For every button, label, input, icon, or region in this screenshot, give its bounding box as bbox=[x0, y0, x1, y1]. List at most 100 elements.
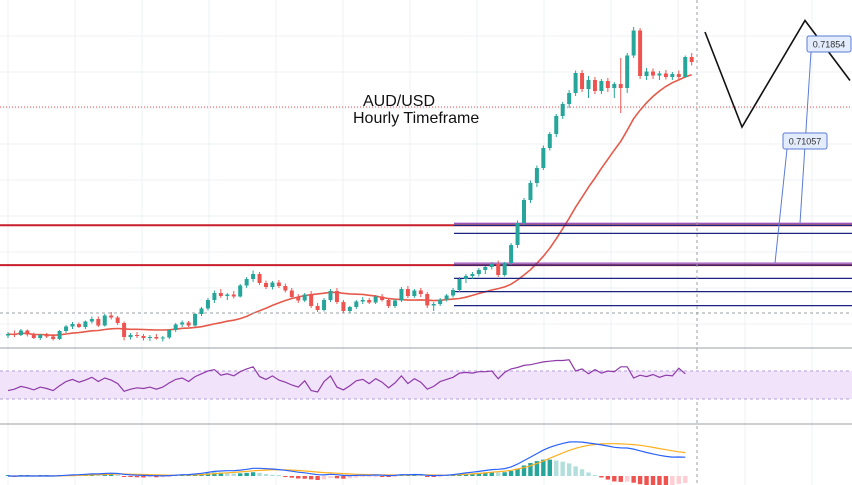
candle bbox=[6, 332, 10, 338]
macd-histogram-bar bbox=[521, 465, 527, 476]
macd-histogram-bar bbox=[579, 469, 585, 476]
candle-body bbox=[70, 324, 75, 327]
candle-body bbox=[451, 290, 456, 296]
candle-body bbox=[276, 282, 281, 286]
candle bbox=[483, 266, 488, 274]
candle bbox=[444, 294, 449, 302]
candle bbox=[670, 72, 675, 80]
candle-body bbox=[244, 279, 249, 286]
candle-body bbox=[328, 291, 333, 300]
candle bbox=[554, 114, 559, 137]
candle-body bbox=[347, 307, 352, 311]
candle bbox=[592, 77, 597, 94]
candle bbox=[405, 286, 410, 298]
candle bbox=[683, 55, 688, 78]
macd-histogram-bar bbox=[560, 461, 565, 476]
candle-body bbox=[341, 302, 346, 311]
candle-body bbox=[212, 293, 217, 300]
candle bbox=[141, 334, 146, 341]
candle-body bbox=[509, 245, 514, 263]
candle-body bbox=[154, 337, 159, 339]
moving-average-line bbox=[7, 74, 692, 337]
candle-body bbox=[676, 74, 681, 77]
candle bbox=[573, 70, 578, 96]
candle-body bbox=[128, 335, 133, 337]
candle bbox=[534, 165, 539, 187]
candle bbox=[502, 262, 507, 277]
candle-body bbox=[425, 294, 430, 306]
candle bbox=[309, 291, 314, 308]
candle bbox=[173, 323, 178, 332]
macd-histogram-bar bbox=[154, 476, 159, 478]
price-label-box bbox=[806, 35, 852, 53]
candle bbox=[270, 281, 275, 290]
candle bbox=[509, 243, 514, 265]
candle bbox=[315, 303, 320, 312]
macd-histogram-bar bbox=[541, 459, 546, 476]
candle-body bbox=[618, 84, 623, 88]
candle-body bbox=[489, 264, 494, 267]
macd-line bbox=[7, 441, 686, 477]
candle bbox=[638, 28, 643, 79]
candle-body bbox=[186, 322, 191, 326]
candle-body bbox=[599, 81, 604, 91]
candle bbox=[334, 288, 339, 304]
candle-body bbox=[663, 73, 668, 77]
macd-histogram-bar bbox=[528, 462, 533, 476]
candle-body bbox=[399, 289, 404, 301]
macd-histogram-bar bbox=[128, 476, 133, 478]
candle-body bbox=[251, 274, 256, 279]
candle-body bbox=[283, 286, 288, 291]
candle-body bbox=[315, 306, 320, 310]
title-timeframe: Hourly Timeframe bbox=[353, 110, 479, 127]
candle-body bbox=[160, 337, 165, 339]
candle-body bbox=[592, 80, 597, 91]
macd-histogram-bar bbox=[586, 472, 591, 476]
candle-body bbox=[76, 324, 81, 327]
moving-average-layer bbox=[7, 74, 692, 337]
candle bbox=[83, 320, 88, 329]
macd-histogram-bar bbox=[225, 472, 230, 476]
candle-body bbox=[586, 80, 591, 89]
candle-body bbox=[573, 73, 578, 93]
candle-body bbox=[367, 300, 372, 303]
candle-body bbox=[393, 300, 397, 306]
price-label-box bbox=[782, 132, 828, 150]
candle-body bbox=[57, 331, 62, 339]
macd-histogram-bar bbox=[315, 476, 320, 480]
candle-body bbox=[470, 274, 475, 276]
macd-histogram-bar bbox=[373, 476, 378, 477]
macd-histogram-bar bbox=[134, 476, 140, 478]
macd-histogram-bar bbox=[463, 473, 469, 476]
rsi-panel bbox=[0, 359, 852, 400]
candle bbox=[257, 272, 262, 285]
macd-histogram-bar bbox=[670, 476, 675, 485]
candle-body bbox=[115, 317, 120, 323]
macd-histogram-bar bbox=[257, 472, 262, 476]
candle-body bbox=[193, 314, 198, 326]
macd-histogram-bar bbox=[96, 474, 101, 476]
candle-body bbox=[264, 283, 268, 287]
candle-body bbox=[218, 293, 223, 296]
candle-body bbox=[373, 296, 378, 303]
candle bbox=[264, 280, 268, 289]
candle-body bbox=[631, 30, 636, 56]
candle bbox=[302, 293, 307, 302]
candle-body bbox=[438, 299, 443, 304]
candle-body bbox=[12, 334, 17, 335]
candle-body bbox=[270, 282, 275, 287]
candle-body bbox=[689, 57, 694, 62]
macd-histogram-bar bbox=[437, 476, 443, 477]
macd-histogram-bar bbox=[386, 476, 391, 477]
candle bbox=[651, 68, 655, 79]
macd-histogram-bar bbox=[147, 476, 153, 478]
candle bbox=[522, 198, 526, 225]
candle bbox=[231, 291, 236, 299]
candle bbox=[476, 268, 481, 277]
macd-histogram-bar bbox=[431, 476, 436, 477]
candle bbox=[451, 288, 456, 298]
candle-body bbox=[257, 274, 262, 283]
candle-body bbox=[18, 330, 23, 335]
macd-histogram-bar bbox=[392, 476, 398, 477]
